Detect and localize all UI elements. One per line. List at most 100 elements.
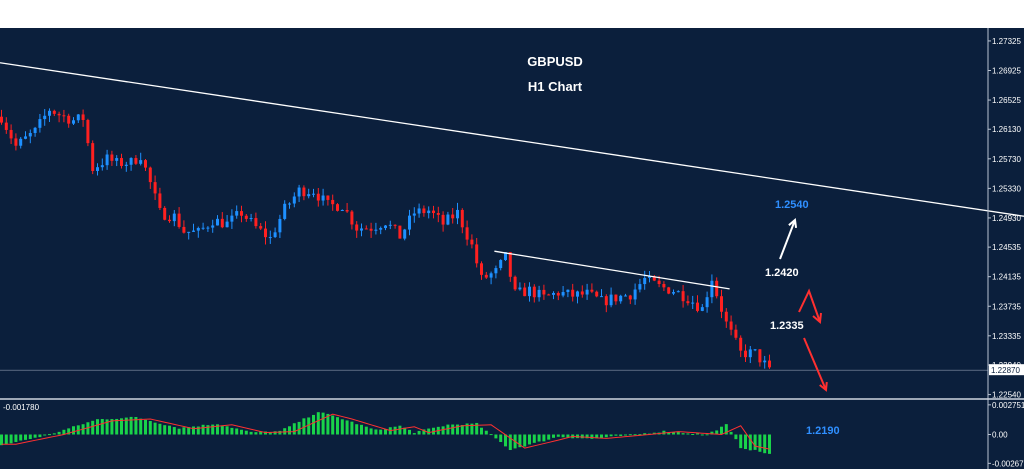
- candle-body: [211, 225, 215, 228]
- histogram-bar: [163, 425, 167, 435]
- histogram-bar: [451, 424, 455, 435]
- candles-layer: [0, 108, 771, 369]
- histogram-bar: [220, 425, 224, 435]
- candle-body: [465, 227, 469, 240]
- histogram-bar: [182, 427, 186, 435]
- histogram-bar: [364, 426, 368, 435]
- candle-body: [739, 337, 743, 351]
- candle-body: [504, 252, 507, 261]
- candle-body: [628, 295, 632, 300]
- candle-body: [148, 167, 152, 183]
- histogram-bar: [192, 426, 195, 435]
- candle-body: [451, 214, 455, 219]
- histogram-bar: [768, 434, 771, 454]
- candle-body: [153, 182, 157, 194]
- chart-subtitle: H1 Chart: [528, 79, 583, 94]
- indicator-tick-label: 0.00: [992, 431, 1008, 440]
- histogram-bar: [417, 430, 421, 435]
- histogram-bar: [120, 418, 123, 435]
- histogram-bar: [696, 433, 699, 435]
- candle-body: [561, 292, 565, 296]
- candle-body: [753, 349, 757, 351]
- histogram-bar: [604, 434, 608, 438]
- histogram-bar: [710, 431, 714, 435]
- histogram-bar: [288, 426, 291, 435]
- candle-body: [398, 225, 402, 239]
- histogram-bar: [537, 434, 541, 442]
- histogram-bar: [427, 428, 431, 435]
- candle-body: [225, 221, 229, 228]
- candle-body: [379, 228, 383, 230]
- candle-body: [595, 291, 599, 297]
- candle-body: [475, 244, 479, 264]
- candle-body: [278, 218, 282, 233]
- price-tick-label: 1.23335: [992, 332, 1021, 341]
- histogram-bar: [532, 434, 536, 443]
- candle-body: [590, 289, 594, 292]
- arrow-shaft: [779, 219, 796, 260]
- candle-body: [283, 203, 287, 219]
- indicator-tick-label: -0.002675: [992, 459, 1024, 468]
- candle-body: [316, 193, 320, 201]
- candle-body: [609, 294, 613, 306]
- candle-body: [76, 114, 80, 121]
- candle-body: [744, 350, 747, 358]
- candle-body: [681, 291, 685, 302]
- histogram-bar: [316, 412, 320, 435]
- candle-body: [340, 210, 344, 212]
- candle-body: [676, 291, 680, 293]
- histogram-bar: [408, 429, 411, 435]
- histogram-bar: [91, 420, 95, 435]
- histogram-bar: [681, 433, 685, 435]
- candle-body: [28, 132, 32, 137]
- candle-body: [331, 199, 335, 205]
- histogram-bar: [720, 426, 723, 435]
- histogram-bar: [144, 419, 147, 435]
- histogram-bar: [686, 433, 690, 435]
- candle-body: [187, 231, 191, 233]
- histogram-bar: [43, 434, 47, 436]
- candle-body: [446, 214, 450, 225]
- histogram-bar: [57, 431, 61, 435]
- histogram-bar: [700, 434, 704, 436]
- candle-body: [192, 230, 195, 232]
- histogram-bar: [168, 425, 171, 435]
- candle-body: [134, 158, 138, 164]
- candle-body: [763, 360, 767, 363]
- candle-body: [307, 194, 311, 197]
- candle-body: [412, 213, 416, 216]
- price-tick-label: 1.27325: [992, 37, 1021, 46]
- candle-body: [768, 360, 771, 368]
- candle-body: [273, 232, 277, 238]
- candle-body: [100, 165, 104, 168]
- candle-body: [139, 160, 143, 164]
- histogram-bar: [374, 429, 378, 435]
- candle-body: [254, 218, 258, 227]
- candle-body: [657, 280, 661, 284]
- histogram-bar: [441, 426, 445, 435]
- candle-body: [9, 129, 13, 139]
- candle-body: [480, 263, 483, 275]
- candle-body: [364, 228, 368, 230]
- candle-body: [38, 119, 42, 128]
- candle-body: [259, 226, 263, 229]
- candle-body: [124, 164, 128, 166]
- candle-body: [57, 113, 61, 116]
- candle-body: [158, 193, 162, 208]
- candle-body: [196, 227, 200, 231]
- candle-body: [14, 138, 18, 146]
- candle-body: [624, 295, 627, 297]
- histogram-bar: [302, 418, 306, 435]
- candle-body: [110, 154, 114, 161]
- candle-body: [715, 280, 719, 297]
- histogram-bar: [715, 430, 719, 435]
- candle-body: [105, 154, 109, 166]
- histogram-bar: [360, 424, 363, 435]
- candle-body: [619, 295, 623, 302]
- histogram-bar: [172, 427, 176, 435]
- histogram-bar: [24, 434, 27, 440]
- histogram-bar: [240, 429, 243, 435]
- histogram-bar: [499, 434, 503, 443]
- histogram-bar: [4, 434, 8, 445]
- histogram-bar: [369, 428, 373, 435]
